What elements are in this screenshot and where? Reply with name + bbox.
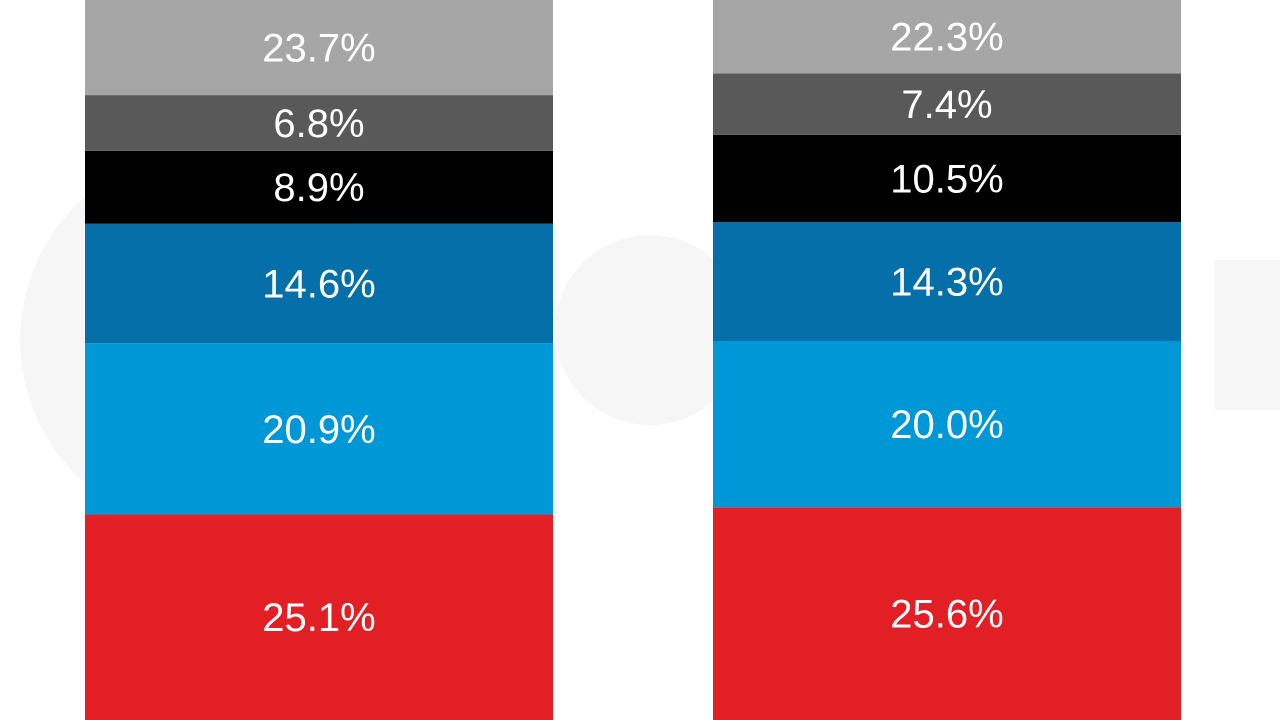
bar-segment — [85, 223, 553, 344]
bar-segment — [713, 340, 1181, 508]
data-label: 6.8% — [273, 102, 364, 146]
data-label: 23.7% — [262, 27, 375, 71]
bar-segment — [85, 0, 553, 96]
data-label: 8.9% — [273, 166, 364, 210]
data-label: 7.4% — [901, 83, 992, 127]
bar-segment — [713, 73, 1181, 135]
bar-segment — [713, 134, 1181, 223]
data-label: 10.5% — [890, 157, 1003, 201]
bar-segment — [85, 95, 553, 151]
data-label: 20.9% — [262, 408, 375, 452]
bars-layer — [85, 0, 1181, 720]
data-label: 20.0% — [890, 403, 1003, 447]
bar-segment — [713, 0, 1181, 74]
labels-layer: 25.1% 20.9% 14.6% 8.9% 6.8% 23.7% 25.6% 20.0% 14… — [262, 16, 1003, 641]
bar-segment — [713, 222, 1181, 341]
data-label: 22.3% — [890, 16, 1003, 60]
bar-segment — [85, 343, 553, 515]
data-label: 14.6% — [262, 262, 375, 306]
bar-segment — [85, 150, 553, 224]
bar-segment — [85, 514, 553, 720]
bar-segment — [713, 507, 1181, 720]
data-label: 25.1% — [262, 596, 375, 640]
data-label: 25.6% — [890, 593, 1003, 637]
data-label: 14.3% — [890, 261, 1003, 305]
